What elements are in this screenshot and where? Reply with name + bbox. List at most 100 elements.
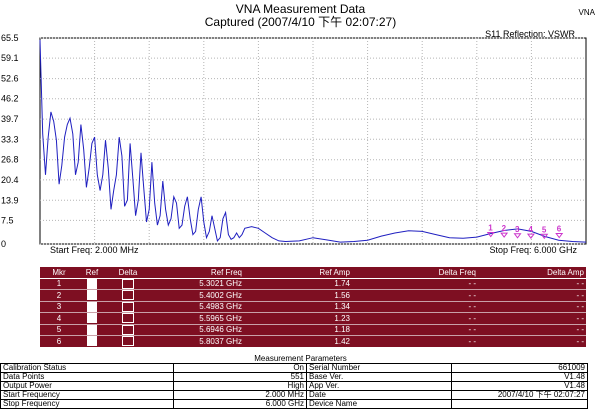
y-tick-label: 13.9	[1, 195, 19, 205]
delta-checkbox[interactable]	[106, 324, 150, 336]
parameter-row: Stop Frequency 6.000 GHz Device Name	[0, 399, 588, 409]
delta-freq: - -	[352, 312, 478, 325]
delta-amp: - -	[478, 324, 586, 336]
marker-triangle	[500, 232, 509, 238]
trace-label: S11 Reflection: VSWR	[485, 29, 575, 39]
param-value	[451, 399, 588, 409]
marker-label: 4	[528, 225, 533, 234]
delta-amp: - -	[478, 289, 586, 302]
ref-freq: 5.4983 GHz	[150, 301, 244, 313]
param-label: App Ver.	[306, 381, 452, 391]
stop-frequency-label: Stop Freq: 6.000 GHz	[489, 245, 577, 255]
parameters-table: Calibration Status On Serial Number 6610…	[0, 363, 588, 409]
ref-amp: 1.56	[244, 289, 352, 302]
ref-freq: 5.5965 GHz	[150, 312, 244, 325]
marker-triangle	[513, 233, 522, 239]
delta-checkbox[interactable]	[106, 301, 150, 313]
marker-row: 3 5.4983 GHz 1.34 - - - -	[40, 301, 586, 313]
y-tick-label: 39.7	[1, 114, 19, 124]
marker-row: 2 5.4002 GHz 1.56 - - - -	[40, 289, 586, 302]
delta-checkbox[interactable]	[106, 278, 150, 290]
param-label: Stop Frequency	[0, 399, 174, 409]
marker-label: 6	[557, 225, 562, 234]
marker-number: 1	[40, 278, 78, 290]
param-value: 551	[173, 372, 307, 382]
param-label: Device Name	[306, 399, 452, 409]
delta-freq: - -	[352, 324, 478, 336]
marker-label: 2	[502, 224, 507, 233]
delta-checkbox[interactable]	[106, 289, 150, 302]
ref-freq: 5.6946 GHz	[150, 324, 244, 336]
marker-triangle	[555, 233, 564, 239]
col-delta: Delta	[106, 267, 150, 279]
delta-checkbox[interactable]	[106, 312, 150, 325]
ref-amp: 1.34	[244, 301, 352, 313]
col-ref: Ref	[78, 267, 106, 279]
capture-timestamp: Captured (2007/4/10 下午 02:07:27)	[204, 15, 397, 29]
y-tick-label: 33.3	[1, 134, 19, 144]
ref-checkbox[interactable]	[78, 336, 106, 347]
marker-row: 4 5.5965 GHz 1.23 - - - -	[40, 312, 586, 325]
ref-amp: 1.23	[244, 312, 352, 325]
start-frequency-label: Start Freq: 2.000 MHz	[50, 245, 139, 255]
ref-checkbox[interactable]	[78, 278, 106, 290]
delta-freq: - -	[468, 336, 476, 346]
marker-row: 6 5.8037 GHz 1.42 - - - -	[40, 336, 586, 347]
y-tick-label: 59.1	[1, 53, 19, 63]
marker-table-header: Mkr Ref Delta Ref Freq Ref Amp Delta Fre…	[40, 267, 586, 279]
col-ref-freq: Ref Freq	[150, 267, 244, 279]
y-tick-labels: 65.5 59.1 52.6 46.2 39.7 33.3 26.8 20.4 13.9 7.5 0	[1, 33, 19, 249]
ref-checkbox[interactable]	[78, 289, 106, 302]
param-value: On	[173, 363, 307, 373]
param-value: 6.000 GHz	[173, 399, 307, 409]
y-tick-label: 52.6	[1, 74, 19, 84]
marker-table: Mkr Ref Delta Ref Freq Ref Amp Delta Fre…	[40, 267, 586, 347]
ref-freq: 5.3021 GHz	[150, 278, 244, 290]
delta-checkbox[interactable]	[106, 336, 150, 347]
marker-label: 3	[515, 225, 520, 234]
ref-checkbox[interactable]	[78, 324, 106, 336]
marker-label: 1	[488, 224, 493, 233]
y-tick-label: 20.4	[1, 175, 19, 185]
chart-title: VNA Measurement Data	[235, 2, 366, 16]
vna-tag: VNA	[578, 8, 595, 17]
ref-checkbox[interactable]	[78, 312, 106, 325]
ref-freq: 5.4002 GHz	[150, 289, 244, 302]
marker-number: 6	[56, 336, 62, 346]
marker-number: 5	[40, 324, 78, 336]
vswr-chart: 65.5 59.1 52.6 46.2 39.7 33.3 26.8 20.4 13.9 7.5 0…	[1, 33, 587, 249]
ref-amp: 1.18	[244, 324, 352, 336]
param-value: 2007/4/10 下午 02:07:27	[451, 390, 588, 400]
marker-number: 4	[40, 312, 78, 325]
col-ref-amp: Ref Amp	[244, 267, 352, 279]
marker-row: 1 5.3021 GHz 1.74 - - - -	[40, 278, 586, 290]
parameters-title: Measurement Parameters	[254, 354, 347, 363]
ref-checkbox[interactable]	[78, 301, 106, 313]
delta-amp: - -	[478, 301, 586, 313]
ref-freq: 5.8037 GHz	[199, 336, 242, 346]
y-tick-label: 46.2	[1, 94, 19, 104]
marker-row: 5 5.6946 GHz 1.18 - - - -	[40, 324, 586, 336]
ref-amp: 1.74	[244, 278, 352, 290]
marker-triangle	[526, 233, 535, 239]
col-delta-freq: Delta Freq	[352, 267, 478, 279]
col-mkr: Mkr	[40, 267, 78, 279]
marker-number: 2	[40, 289, 78, 302]
y-tick-label: 65.5	[1, 33, 19, 43]
y-tick-label: 0	[1, 239, 6, 249]
delta-freq: - -	[352, 278, 478, 290]
delta-amp: - -	[478, 278, 586, 290]
series-line	[39, 39, 587, 243]
marker-number: 3	[40, 301, 78, 313]
delta-freq: - -	[352, 289, 478, 302]
delta-freq: - -	[352, 301, 478, 313]
ref-amp: 1.42	[334, 336, 350, 346]
marker-triangle	[540, 233, 549, 240]
delta-amp: - -	[576, 336, 584, 346]
delta-amp: - -	[478, 312, 586, 325]
marker-label: 5	[542, 225, 547, 234]
y-tick-label: 7.5	[1, 215, 14, 225]
marker-triangle	[486, 232, 495, 238]
y-tick-label: 26.8	[1, 155, 19, 165]
